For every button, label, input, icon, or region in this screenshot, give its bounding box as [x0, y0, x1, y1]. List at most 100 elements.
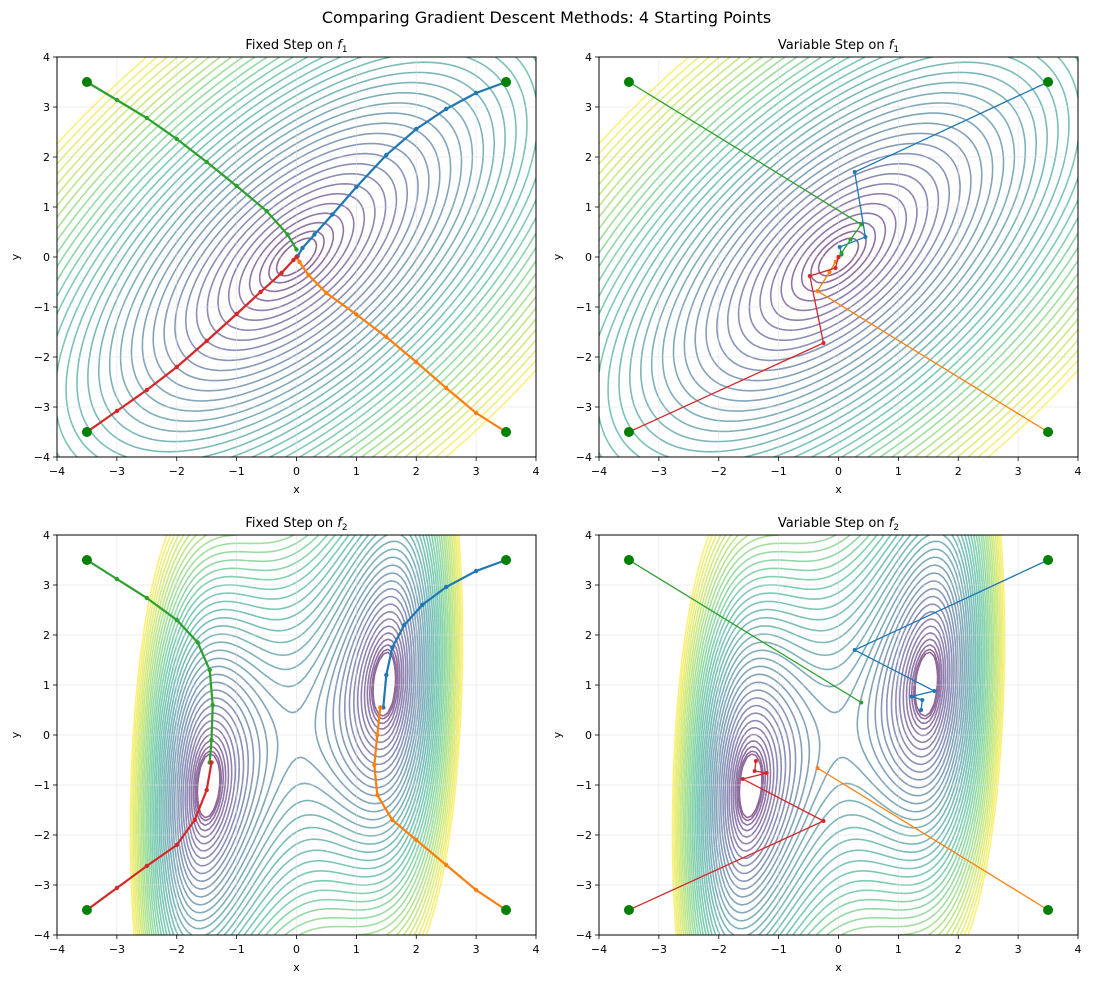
trajectory-point: [174, 364, 179, 370]
contour-level: [790, 212, 887, 302]
contour-level: [144, 535, 449, 935]
contour-level: [640, 71, 1037, 443]
x-tick-label: 3: [473, 465, 480, 478]
contour-level: [151, 535, 442, 935]
trajectory-point: [752, 769, 757, 773]
y-tick-label: −4: [34, 451, 50, 464]
subplot-title: Variable Step on f2: [778, 516, 899, 533]
contour-level: [57, 57, 536, 457]
x-tick-label: 1: [895, 943, 902, 956]
start-marker: [623, 427, 634, 437]
title-text: Fixed Step on: [245, 38, 337, 53]
contour-level: [152, 122, 441, 392]
contour-level: [700, 535, 977, 935]
contour-level: [195, 648, 398, 822]
x-axis-label: x: [293, 483, 300, 496]
y-tick-label: −2: [34, 829, 50, 842]
y-tick-label: −4: [576, 451, 592, 464]
trajectory-point: [863, 235, 868, 239]
x-tick-label: 3: [473, 943, 480, 956]
contour-level: [238, 202, 355, 312]
trajectory-point: [852, 170, 857, 174]
start-marker: [623, 77, 634, 87]
trajectory-point: [234, 311, 239, 317]
trajectory-point: [443, 385, 449, 391]
contour-level: [599, 57, 1078, 457]
trajectory-point: [384, 672, 389, 678]
contour-level: [737, 162, 940, 352]
x-axis-label: x: [835, 483, 842, 496]
contour-level: [131, 535, 462, 935]
x-tick-label: −2: [711, 465, 727, 478]
y-tick-label: −1: [34, 779, 50, 792]
trajectory-point: [285, 232, 290, 237]
contour-level: [162, 535, 431, 935]
y-axis-label: y: [551, 731, 564, 738]
contour-level: [716, 142, 961, 372]
contour-level: [599, 57, 1078, 457]
title-sub: 2: [342, 523, 348, 533]
start-marker: [501, 77, 512, 87]
contour-level: [599, 57, 1078, 457]
trajectories: [623, 555, 1054, 915]
contour-level: [599, 57, 1078, 457]
subplot-2: −4 −3 −2 −1 0 1 2 3 4 −4 −3 −2 −1 0 1 2 3 4 x y Variable Ste…: [551, 38, 1082, 496]
contour-level: [599, 57, 1078, 457]
trajectory-point: [920, 698, 925, 702]
trajectory-point: [378, 705, 383, 710]
x-tick-label: 3: [1015, 465, 1022, 478]
x-tick-label: 2: [955, 943, 962, 956]
trajectory-point: [473, 410, 479, 416]
x-tick-label: 2: [413, 465, 420, 478]
contour-level: [686, 535, 991, 935]
contour-level: [708, 540, 969, 930]
x-tick-label: −1: [229, 943, 245, 956]
y-tick-label: −1: [576, 779, 592, 792]
contour-level: [732, 632, 945, 838]
x-tick-label: −4: [591, 943, 607, 956]
contour-level: [217, 183, 376, 331]
contour-level: [172, 564, 421, 906]
trajectory-point: [473, 568, 479, 574]
contour-level: [149, 535, 444, 935]
x-tick-label: −2: [169, 465, 185, 478]
y-tick-label: 0: [585, 251, 592, 264]
y-axis-label: y: [551, 253, 564, 260]
title-sub: 1: [893, 45, 899, 55]
trajectory-point: [443, 862, 449, 868]
contour-level: [736, 643, 941, 827]
contour-level: [780, 202, 897, 312]
trajectory-line: [296, 80, 507, 257]
trajectory-point: [859, 222, 864, 227]
title-var: f: [337, 38, 344, 53]
trajectory-point: [204, 787, 209, 793]
y-tick-label: 2: [585, 151, 592, 164]
contour-level: [180, 595, 413, 875]
contour-level: [705, 132, 972, 382]
y-tick-label: 3: [585, 101, 592, 114]
y-tick-label: 1: [43, 679, 50, 692]
y-tick-label: 1: [585, 201, 592, 214]
contour-level: [722, 595, 955, 875]
contour-level: [163, 132, 430, 382]
y-tick-label: −1: [34, 301, 50, 314]
y-tick-label: 4: [43, 529, 50, 542]
y-tick-label: −1: [576, 301, 592, 314]
y-tick-label: 1: [585, 679, 592, 692]
contour-level: [206, 173, 387, 341]
subplot-title: Fixed Step on f2: [245, 516, 347, 533]
x-tick-label: −3: [651, 465, 667, 478]
subplot-3: −4 −3 −2 −1 0 1 2 3 4 −4 −3 −2 −1 0 1 2 3 4 x y Fixed Step o…: [9, 516, 540, 974]
y-axis-label: y: [9, 253, 22, 260]
y-tick-label: −3: [34, 401, 50, 414]
contour-level: [706, 535, 971, 935]
subplot-title: Variable Step on f1: [778, 38, 899, 55]
y-tick-label: −2: [576, 351, 592, 364]
x-tick-label: −4: [49, 943, 65, 956]
contour-level: [687, 535, 990, 935]
contour-level: [169, 556, 424, 914]
contour-level: [694, 535, 983, 935]
start-marker: [501, 555, 512, 565]
trajectory-point: [204, 338, 209, 344]
contour-level: [607, 57, 1070, 457]
